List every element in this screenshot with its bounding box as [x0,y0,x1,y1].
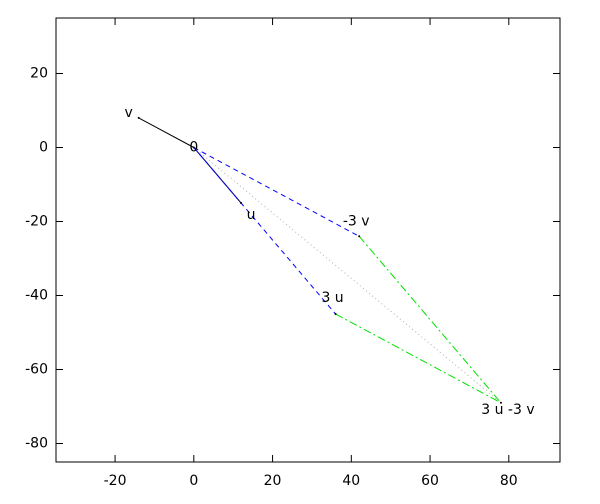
point-label: -3 v [343,213,370,229]
x-tick-label: 80 [500,473,518,489]
segment [358,235,502,404]
point [358,235,361,238]
point [334,313,337,315]
point [499,401,502,404]
y-tick-label: -20 [25,214,48,230]
point-label: 3 u -3 v [481,402,534,418]
x-tick-label: 60 [421,473,439,489]
point [192,146,195,149]
x-tick-label: 20 [264,473,282,489]
y-tick-label: 0 [39,140,48,156]
y-tick-label: -80 [25,436,48,452]
y-tick-label: -40 [25,288,48,304]
point-label: 3 u [321,290,343,306]
segment [193,147,336,315]
plot-frame [55,17,561,463]
segment [335,313,502,404]
point-label: u [247,207,256,223]
segment [193,147,360,237]
y-tick-label: -60 [25,362,48,378]
segment [138,117,195,148]
x-tick-label: 0 [189,473,198,489]
point-label: 0 [189,140,198,156]
point-label: v [125,105,133,121]
x-tick-label: 40 [342,473,360,489]
point [137,116,140,119]
point [240,202,243,204]
x-tick-label: -20 [104,473,127,489]
segment [193,147,502,404]
y-tick-label: 20 [30,66,48,82]
